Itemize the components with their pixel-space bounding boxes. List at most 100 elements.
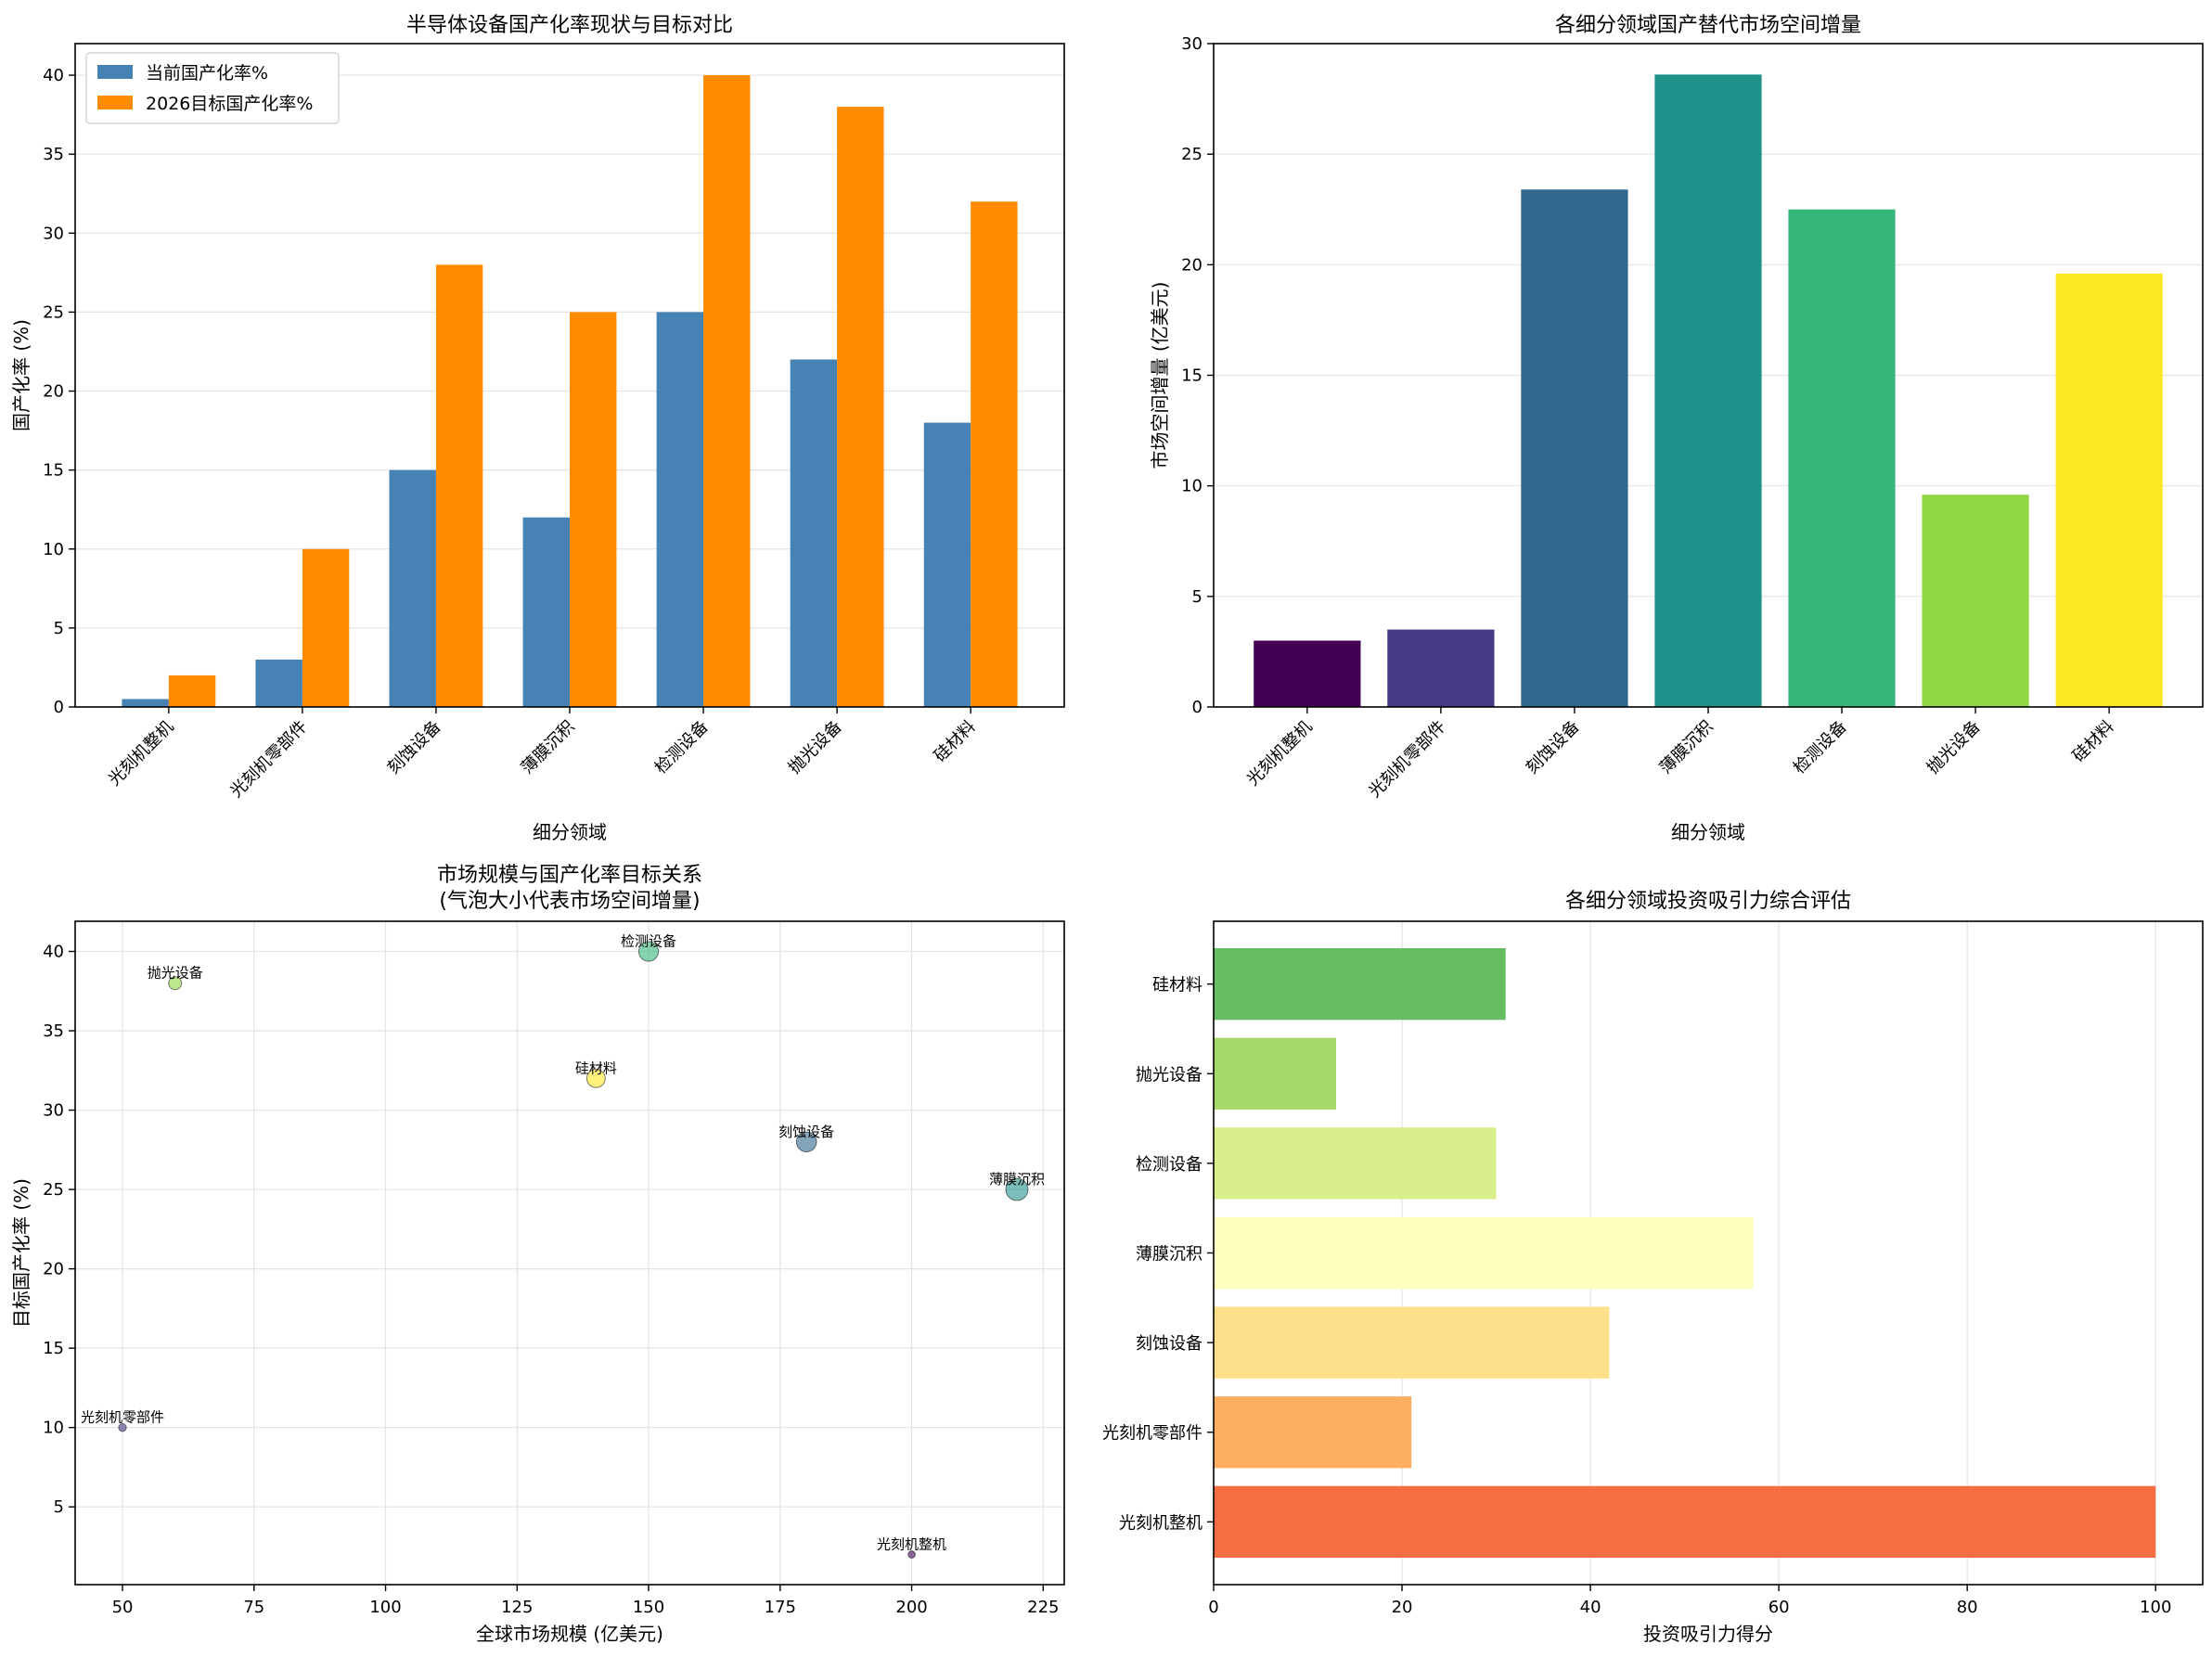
y-tick-label: 35 xyxy=(43,145,64,164)
x-tick-label: 抛光设备 xyxy=(1923,717,1985,778)
bar-target xyxy=(837,107,884,708)
bar xyxy=(1521,189,1628,708)
y-tick-label: 硅材料 xyxy=(1152,976,1202,995)
x-tick-label: 100 xyxy=(2140,1598,2171,1617)
y-tick-label: 30 xyxy=(43,1101,64,1121)
bar-current xyxy=(122,699,169,707)
x-axis-label: 细分领域 xyxy=(533,821,607,843)
bar xyxy=(1922,495,2029,707)
bar xyxy=(1788,209,1896,707)
x-tick-label: 225 xyxy=(1027,1598,1059,1617)
bar-target xyxy=(570,312,617,707)
x-tick-label: 检测设备 xyxy=(651,717,713,778)
x-tick-label: 抛光设备 xyxy=(785,717,846,778)
x-tick-label: 检测设备 xyxy=(1790,717,1851,778)
y-tick-label: 5 xyxy=(54,619,64,638)
chart-title: 半导体设备国产化率现状与目标对比 xyxy=(406,14,733,37)
x-tick-label: 80 xyxy=(1957,1598,1978,1617)
x-tick-label: 硅材料 xyxy=(931,717,980,766)
bar xyxy=(1214,1216,1754,1290)
bubble-label: 薄膜沉积 xyxy=(989,1171,1045,1188)
bar-current xyxy=(656,312,704,707)
x-tick-label: 50 xyxy=(112,1598,134,1617)
y-tick-label: 20 xyxy=(43,382,64,402)
y-tick-label: 20 xyxy=(43,1260,64,1279)
chart-title: 各细分领域投资吸引力综合评估 xyxy=(1565,890,1851,913)
y-tick-label: 25 xyxy=(43,302,64,322)
x-tick-label: 薄膜沉积 xyxy=(518,717,579,778)
x-axis-label: 全球市场规模 (亿美元) xyxy=(476,1623,663,1645)
y-tick-label: 5 xyxy=(54,1497,64,1517)
chart-localization-rate-comparison: 半导体设备国产化率现状与目标对比 0 5 10 15 20 25 30 35 40 光刻机整机 光刻机… xyxy=(10,14,1065,843)
y-tick-label: 30 xyxy=(43,224,64,243)
x-tick-label: 200 xyxy=(895,1598,927,1617)
bar xyxy=(1387,629,1495,707)
x-tick-label: 光刻机整机 xyxy=(105,717,177,790)
bar-current xyxy=(255,659,302,707)
y-tick-label: 20 xyxy=(1181,255,1202,275)
y-tick-label: 25 xyxy=(1181,145,1202,164)
legend-entry: 2026目标国产化率% xyxy=(146,94,313,114)
x-tick-label: 150 xyxy=(633,1598,664,1617)
y-axis-label: 国产化率 (%) xyxy=(10,319,32,431)
x-tick-label: 175 xyxy=(765,1598,796,1617)
x-tick-label: 0 xyxy=(1208,1598,1218,1617)
y-tick-label: 10 xyxy=(43,540,64,559)
y-axis-label: 目标国产化率 (%) xyxy=(10,1178,32,1328)
y-tick-label: 15 xyxy=(43,461,64,481)
y-tick-label: 15 xyxy=(1181,366,1202,386)
y-tick-label: 10 xyxy=(1181,477,1202,496)
chart-market-space-increment: 各细分领域国产替代市场空间增量 0 5 10 15 20 25 30 光刻机整机 光刻机零部件 刻蚀… xyxy=(1149,14,2204,843)
y-tick-label: 40 xyxy=(43,943,64,962)
bubble xyxy=(585,1068,606,1088)
y-tick-label: 刻蚀设备 xyxy=(1136,1334,1202,1354)
bar xyxy=(1654,74,1762,707)
bubble xyxy=(118,1422,127,1432)
legend-swatch xyxy=(97,96,133,109)
bubble-label: 刻蚀设备 xyxy=(778,1124,834,1140)
legend-entry: 当前国产化率% xyxy=(146,63,268,83)
x-tick-label: 100 xyxy=(369,1598,401,1617)
x-tick-label: 75 xyxy=(243,1598,264,1617)
bar xyxy=(1214,1127,1497,1200)
bar-current xyxy=(923,422,971,707)
bubble xyxy=(795,1131,817,1153)
bar xyxy=(1214,1396,1412,1469)
x-tick-label: 光刻机零部件 xyxy=(1365,717,1449,802)
bubble-label: 光刻机整机 xyxy=(877,1536,946,1553)
x-axis-label: 投资吸引力得分 xyxy=(1643,1623,1773,1645)
chart-market-size-vs-target: 市场规模与国产化率目标关系 (气泡大小代表市场空间增量) 5 10 15 20 25 30 35… xyxy=(10,864,1065,1645)
legend-box xyxy=(85,52,340,124)
y-tick-label: 5 xyxy=(1192,587,1202,607)
x-tick-label: 刻蚀设备 xyxy=(384,717,445,778)
chart-title: 市场规模与国产化率目标关系 xyxy=(437,864,702,887)
y-tick-label: 40 xyxy=(43,66,64,85)
bar xyxy=(1254,640,1361,707)
y-tick-label: 抛光设备 xyxy=(1136,1065,1202,1085)
x-tick-label: 40 xyxy=(1580,1598,1601,1617)
y-tick-label: 10 xyxy=(43,1419,64,1438)
x-tick-label: 薄膜沉积 xyxy=(1656,717,1717,778)
chart-title: 各细分领域国产替代市场空间增量 xyxy=(1555,14,1861,37)
y-tick-label: 0 xyxy=(1192,698,1202,717)
y-tick-label: 25 xyxy=(43,1180,64,1200)
x-tick-label: 20 xyxy=(1392,1598,1413,1617)
x-tick-label: 刻蚀设备 xyxy=(1523,717,1584,778)
bubble-label: 硅材料 xyxy=(575,1060,617,1076)
chart-investment-attractiveness: 各细分领域投资吸引力综合评估 0 20 40 60 80 100 光刻机整机 光刻机零部件 刻蚀设… xyxy=(1102,890,2204,1645)
bubble-label: 检测设备 xyxy=(621,933,676,950)
chart-subtitle: (气泡大小代表市场空间增量) xyxy=(439,890,700,913)
y-tick-label: 薄膜沉积 xyxy=(1136,1245,1202,1265)
bar xyxy=(2055,273,2163,707)
bubble-label: 光刻机零部件 xyxy=(81,1409,164,1426)
y-axis-label: 市场空间增量 (亿美元) xyxy=(1149,282,1171,469)
bar-target xyxy=(168,674,216,707)
bar xyxy=(1214,1306,1610,1379)
y-tick-label: 光刻机零部件 xyxy=(1102,1424,1202,1444)
bubble xyxy=(1005,1177,1029,1201)
bar-current xyxy=(790,359,838,707)
bar xyxy=(1214,1037,1336,1110)
x-tick-label: 光刻机整机 xyxy=(1243,717,1316,790)
bubble xyxy=(907,1550,916,1559)
